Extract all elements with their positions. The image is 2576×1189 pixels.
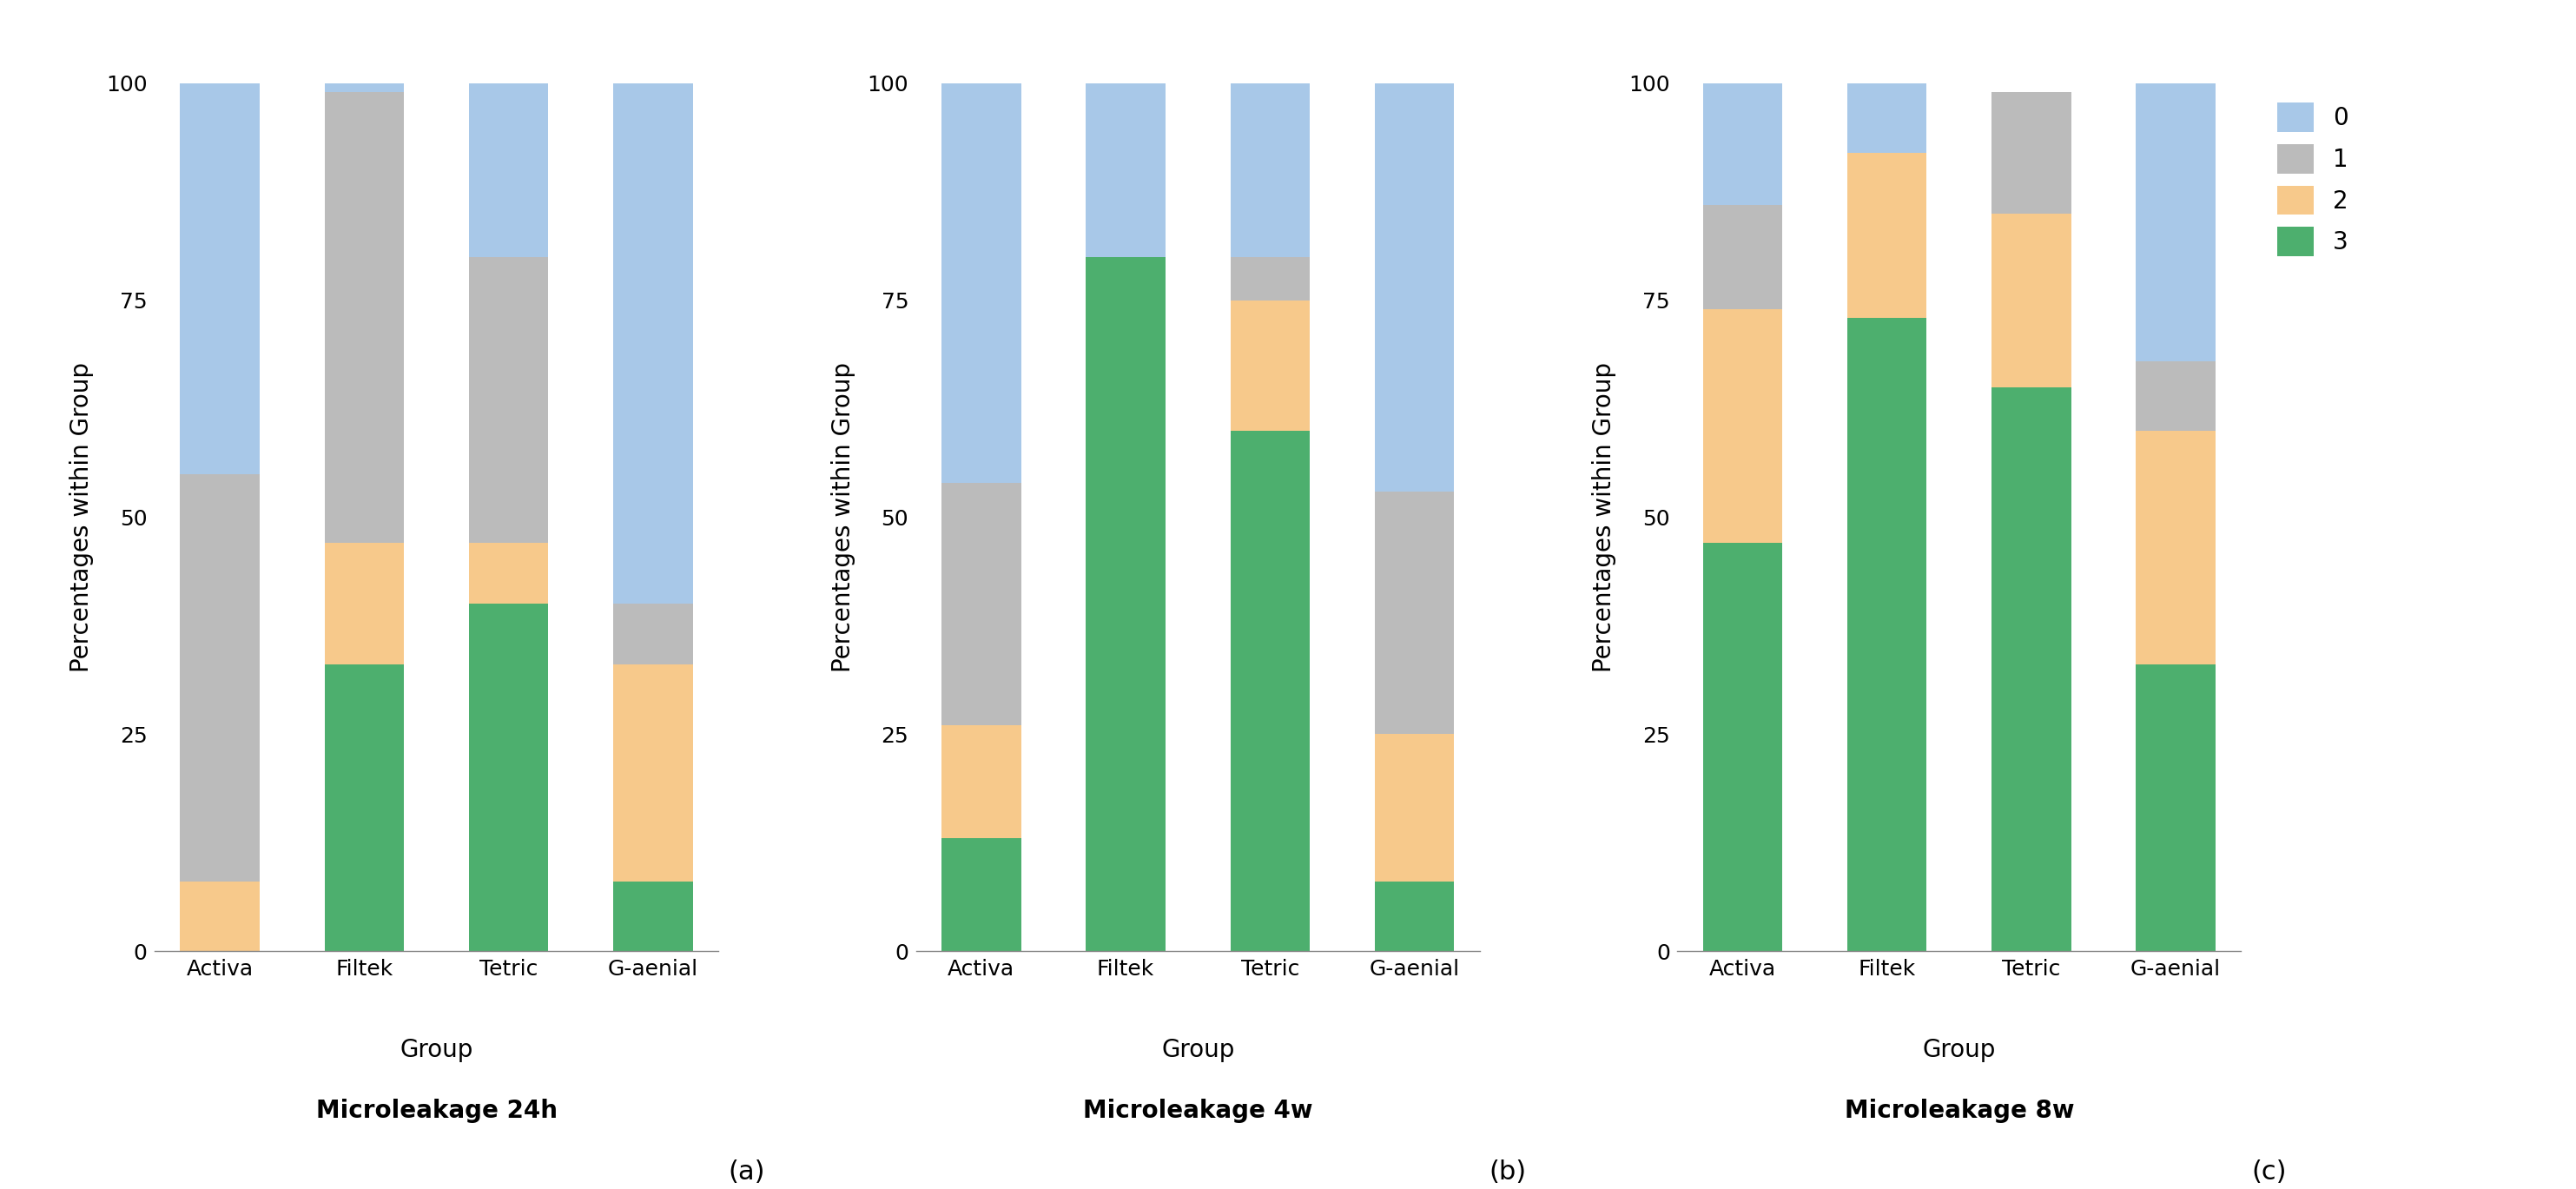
Bar: [940, 725, 1020, 838]
Text: Microleakage 24h: Microleakage 24h: [317, 1099, 556, 1124]
Bar: [2136, 361, 2215, 430]
Bar: [1991, 386, 2071, 951]
Bar: [1231, 430, 1309, 951]
Bar: [469, 543, 549, 604]
Bar: [469, 604, 549, 951]
Bar: [469, 83, 549, 257]
Bar: [1231, 257, 1309, 300]
Y-axis label: Percentages within Group: Percentages within Group: [832, 363, 855, 672]
Bar: [325, 665, 404, 951]
Text: (c): (c): [2251, 1159, 2287, 1184]
Bar: [613, 83, 693, 604]
Text: Group: Group: [399, 1038, 474, 1062]
Bar: [325, 92, 404, 543]
Bar: [325, 543, 404, 665]
Text: Group: Group: [1162, 1038, 1234, 1062]
Bar: [1991, 92, 2071, 213]
Legend: 0, 1, 2, 3: 0, 1, 2, 3: [2269, 95, 2354, 264]
Bar: [940, 83, 1020, 483]
Bar: [1376, 882, 1455, 951]
Bar: [1231, 83, 1309, 257]
Bar: [1703, 309, 1783, 543]
Text: Microleakage 8w: Microleakage 8w: [1844, 1099, 2074, 1124]
Bar: [2136, 430, 2215, 665]
Bar: [1376, 83, 1455, 491]
Bar: [613, 665, 693, 882]
Bar: [1991, 213, 2071, 386]
Text: Group: Group: [1922, 1038, 1996, 1062]
Bar: [180, 473, 260, 882]
Bar: [1847, 83, 1927, 152]
Y-axis label: Percentages within Group: Percentages within Group: [1592, 363, 1618, 672]
Y-axis label: Percentages within Group: Percentages within Group: [70, 363, 93, 672]
Bar: [180, 882, 260, 951]
Bar: [1087, 257, 1164, 951]
Text: Microleakage 4w: Microleakage 4w: [1082, 1099, 1314, 1124]
Bar: [1703, 83, 1783, 205]
Bar: [2136, 665, 2215, 951]
Bar: [1847, 317, 1927, 951]
Bar: [325, 0, 404, 92]
Bar: [1376, 734, 1455, 882]
Bar: [469, 257, 549, 543]
Bar: [2136, 83, 2215, 361]
Bar: [1231, 300, 1309, 430]
Bar: [940, 838, 1020, 951]
Bar: [1087, 83, 1164, 257]
Text: (b): (b): [1489, 1159, 1528, 1184]
Bar: [1847, 152, 1927, 317]
Bar: [613, 882, 693, 951]
Bar: [613, 604, 693, 665]
Bar: [940, 483, 1020, 725]
Bar: [1703, 543, 1783, 951]
Bar: [1703, 205, 1783, 309]
Bar: [1376, 491, 1455, 734]
Bar: [180, 83, 260, 473]
Text: (a): (a): [729, 1159, 765, 1184]
